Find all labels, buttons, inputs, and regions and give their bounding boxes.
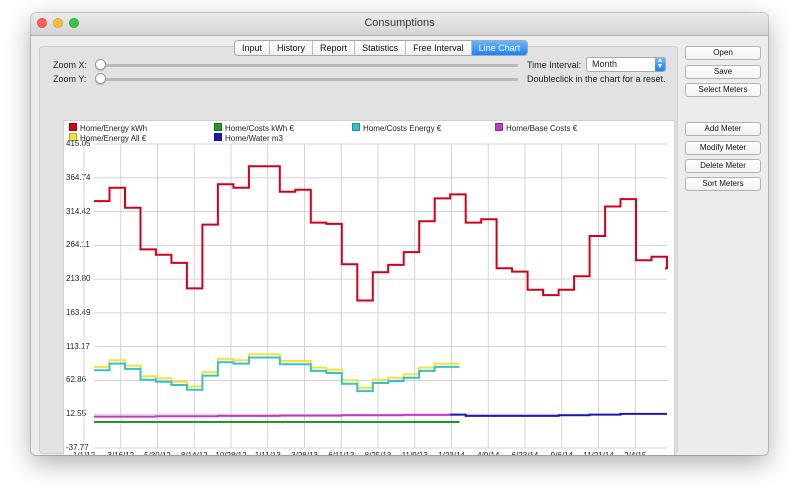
legend-item: Home/Energy kWh [69, 123, 147, 133]
close-window-button[interactable] [37, 18, 47, 28]
x-tick-label: 3/16/12 [107, 451, 134, 455]
zoom-y-label: Zoom Y: [53, 74, 87, 84]
zoom-x-slider-track[interactable] [98, 64, 518, 67]
legend-swatch [69, 133, 77, 141]
add-meter-button[interactable]: Add Meter [685, 122, 761, 136]
app-window: Consumptions Zoom X: Zoom Y: Time Interv… [31, 13, 768, 455]
x-tick-label: 1/11/13 [255, 451, 281, 455]
y-tick-label: 62.86 [66, 375, 87, 385]
legend-label: Home/Energy kWh [80, 124, 148, 133]
series-line-home-water-m3 [450, 412, 667, 417]
time-interval-label: Time Interval: [527, 60, 582, 70]
open-button[interactable]: Open [685, 46, 761, 60]
x-tick-label: 5/30/12 [144, 451, 171, 455]
tab-free-interval[interactable]: Free Interval [406, 41, 472, 55]
legend-swatch [214, 123, 222, 131]
y-tick-label: 163.49 [66, 307, 91, 317]
legend-item: Home/Costs kWh € [214, 123, 294, 133]
zoom-x-slider-knob[interactable] [95, 59, 106, 70]
legend-label: Home/Water m3 [225, 134, 283, 143]
legend-item: Home/Base Costs € [495, 123, 577, 133]
tab-history[interactable]: History [270, 41, 314, 55]
x-tick-label: 6/23/14 [512, 451, 539, 455]
x-tick-label: 6/11/13 [328, 451, 354, 455]
tab-input[interactable]: Input [235, 41, 271, 55]
legend-item: Home/Costs Energy € [352, 123, 441, 133]
x-tick-label: 9/6/14 [551, 451, 573, 455]
x-tick-label: 11/21/14 [583, 451, 614, 455]
window-title: Consumptions [364, 17, 435, 29]
time-interval-select[interactable]: Month ▲ ▼ [586, 57, 666, 72]
y-tick-label: 12.55 [66, 409, 87, 419]
legend-item: Home/Energy All € [69, 133, 146, 143]
time-interval-value: Month [592, 59, 618, 69]
legend-swatch [352, 123, 360, 131]
chevron-up-down-icon: ▲ ▼ [655, 57, 665, 71]
y-tick-label: 213.80 [66, 274, 91, 284]
line-chart[interactable]: Home/Energy kWh Home/Costs kWh € Home/Co… [63, 120, 675, 455]
tab-line-chart[interactable]: Line Chart [471, 41, 528, 55]
sort-meters-button[interactable]: Sort Meters [685, 177, 761, 191]
reset-hint: Doubleclick in the chart for a reset. [527, 74, 666, 84]
legend-item: Home/Water m3 [214, 133, 283, 143]
x-tick-label: 4/9/14 [477, 451, 499, 455]
zoom-y-slider-track[interactable] [98, 78, 518, 81]
tab-statistics[interactable]: Statistics [355, 41, 407, 55]
legend-label: Home/Base Costs € [506, 124, 578, 133]
plot-svg [83, 143, 668, 449]
x-tick-label: 11/9/13 [402, 451, 428, 455]
x-tick-label: 3/28/13 [291, 451, 318, 455]
series-line-home-energy-kwh [94, 165, 668, 302]
y-tick-label: -37.77 [66, 443, 89, 452]
y-tick-label: 264.11 [66, 240, 90, 250]
x-tick-label: 2/4/15 [624, 451, 646, 455]
select-meters-button[interactable]: Select Meters [685, 83, 761, 97]
x-tick-label: 1/23/14 [438, 451, 465, 455]
zoom-x-label: Zoom X: [53, 60, 88, 70]
modify-meter-button[interactable]: Modify Meter [685, 141, 761, 155]
content-panel: Zoom X: Zoom Y: Time Interval: Doublecli… [39, 46, 678, 455]
delete-meter-button[interactable]: Delete Meter [685, 159, 761, 173]
x-tick-label: 1/1/12 [73, 451, 95, 455]
title-bar: Consumptions [31, 13, 768, 36]
minimize-window-button[interactable] [53, 18, 63, 28]
series-line-home-base-costs [94, 413, 460, 418]
tab-report[interactable]: Report [313, 41, 356, 55]
y-tick-label: 113.17 [66, 341, 90, 351]
view-tabs: Input History Report Statistics Free Int… [234, 40, 529, 56]
y-tick-label: 364.74 [66, 172, 91, 182]
legend-label: Home/Costs Energy € [363, 124, 442, 133]
x-tick-label: 8/14/12 [181, 451, 208, 455]
x-tick-label: 8/25/13 [365, 451, 392, 455]
series-line-home-energy-all [94, 353, 460, 389]
y-tick-label: 314.42 [66, 206, 91, 216]
zoom-y-slider-knob[interactable] [95, 73, 106, 84]
legend-swatch [214, 133, 222, 141]
legend-swatch [69, 123, 77, 131]
zoom-window-button[interactable] [69, 18, 79, 28]
save-button[interactable]: Save [685, 65, 761, 79]
x-tick-label: 10/28/12 [215, 451, 246, 455]
legend-label: Home/Costs kWh € [225, 124, 294, 133]
legend-swatch [495, 123, 503, 131]
series-line-home-costs-energy [94, 356, 460, 393]
y-tick-label: 415.05 [66, 139, 91, 148]
legend-label: Home/Energy All € [80, 134, 147, 143]
